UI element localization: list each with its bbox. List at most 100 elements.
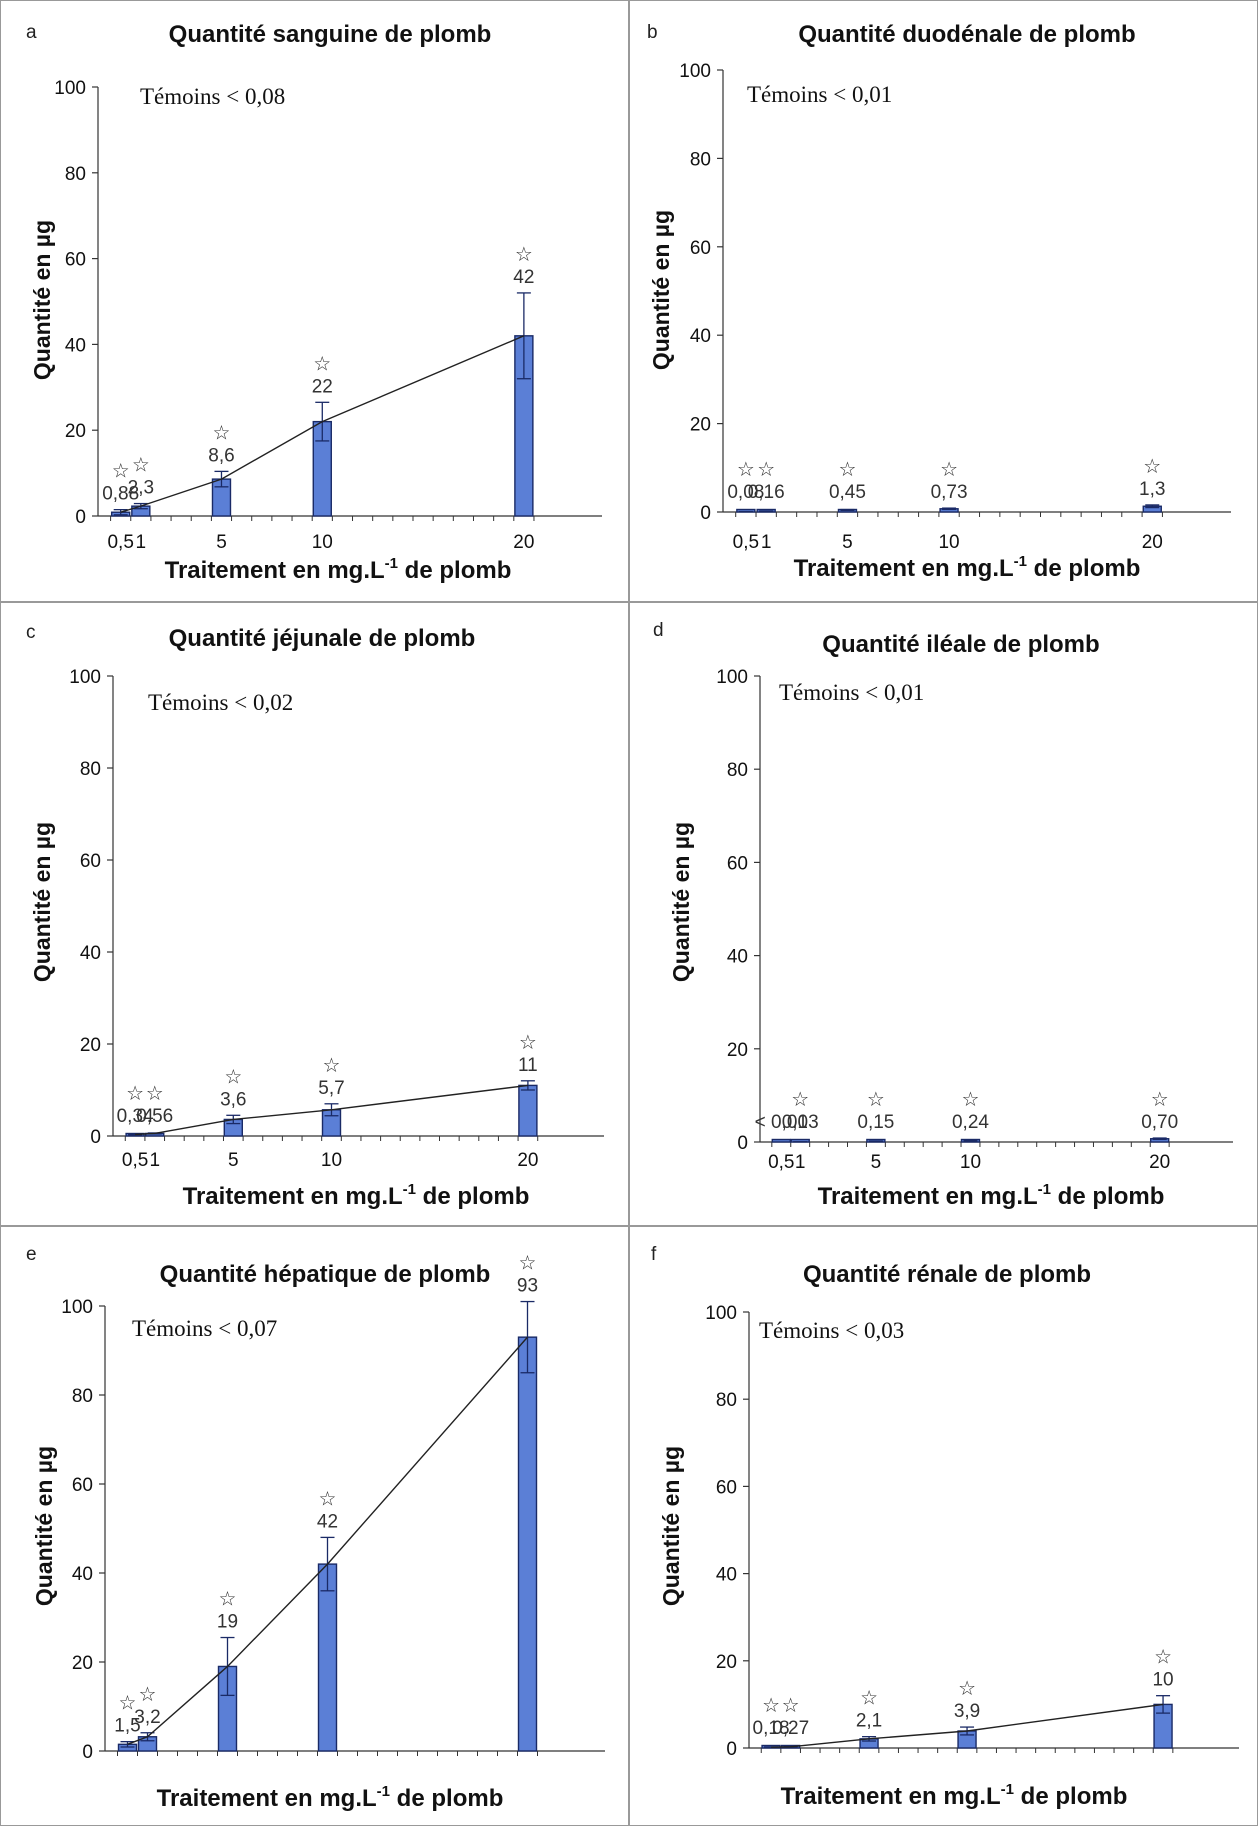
y-tick-label: 20: [727, 1040, 748, 1061]
data-label: 93: [517, 1276, 538, 1297]
panel-f-chart: f Quantité rénale de plomb Quantité en µg T…: [629, 1226, 1258, 1826]
y-tick-label: 0: [75, 507, 86, 528]
y-tick-label: 60: [690, 238, 711, 259]
chart-title: Quantité rénale de plomb: [803, 1261, 1091, 1288]
x-tick-label: 0,5: [122, 1150, 148, 1171]
data-label: 8,6: [208, 445, 234, 466]
panel-d-chart: d Quantité iléale de plomb Quantité en µg T…: [629, 602, 1258, 1226]
y-tick-label: 60: [716, 1477, 737, 1498]
panel-a-chart: a Quantité sanguine de plomb Quantité en µ…: [0, 0, 629, 602]
control-note: Témoins < 0,01: [779, 680, 924, 705]
panel-letter: d: [653, 620, 664, 641]
y-tick-label: 100: [54, 78, 86, 99]
y-tick-label: 60: [727, 853, 748, 874]
trend-line: [135, 1084, 528, 1136]
significance-star: ☆: [1154, 1645, 1172, 1669]
significance-star: ☆: [139, 1682, 157, 1706]
data-label: 10: [1152, 1670, 1173, 1691]
significance-star: ☆: [112, 459, 130, 483]
significance-star: ☆: [757, 457, 775, 481]
y-tick-label: 40: [80, 943, 101, 964]
panel-letter: b: [647, 22, 658, 43]
significance-star: ☆: [762, 1693, 780, 1717]
x-tick-label: 1: [761, 532, 772, 553]
panel-letter: a: [26, 22, 37, 43]
x-axis-label: Traitement en mg.L-1 de plomb: [165, 555, 512, 584]
bar: [317, 1563, 338, 1752]
x-tick-label: 5: [871, 1152, 882, 1173]
control-note: Témoins < 0,02: [148, 690, 293, 715]
y-tick-label: 20: [716, 1652, 737, 1673]
trend-line: [120, 335, 525, 513]
x-tick-label: 1: [136, 532, 147, 553]
y-tick-label: 40: [727, 947, 748, 968]
y-tick-label: 0: [737, 1133, 748, 1154]
y-tick-label: 0: [82, 1742, 93, 1763]
data-label: 0,18: [753, 1718, 790, 1739]
x-axis-label: Traitement en mg.L-1 de plomb: [157, 1783, 504, 1812]
chart-title: Quantité sanguine de plomb: [169, 21, 492, 48]
significance-star: ☆: [962, 1087, 980, 1111]
data-label: 2,1: [856, 1711, 882, 1732]
data-label: 3,9: [954, 1701, 980, 1722]
significance-star: ☆: [867, 1087, 885, 1111]
significance-star: ☆: [213, 420, 231, 444]
x-tick-label: 5: [228, 1150, 239, 1171]
data-label: 11: [518, 1055, 538, 1076]
data-label: 0,27: [772, 1718, 809, 1739]
data-label: < 0,01: [755, 1112, 808, 1133]
x-axis-label: Traitement en mg.L-1 de plomb: [781, 1781, 1128, 1810]
panel-e-chart: e Quantité hépatique de plomb Quantité en …: [0, 1226, 629, 1826]
x-tick-label: 0,5: [768, 1152, 794, 1173]
y-tick-label: 20: [690, 415, 711, 436]
data-label: 0,73: [931, 482, 968, 503]
y-tick-label: 80: [716, 1390, 737, 1411]
x-axis-label: Traitement en mg.L-1 de plomb: [183, 1181, 530, 1210]
significance-star: ☆: [126, 1081, 144, 1105]
x-tick-label: 20: [517, 1150, 538, 1171]
significance-star: ☆: [940, 457, 958, 481]
significance-star: ☆: [132, 453, 150, 477]
y-axis-label: Quantité en µg: [29, 220, 55, 380]
y-tick-label: 60: [72, 1475, 93, 1496]
x-tick-label: 1: [795, 1152, 806, 1173]
significance-star: ☆: [519, 1251, 537, 1275]
significance-star: ☆: [219, 1587, 237, 1611]
data-label: 3,6: [220, 1089, 246, 1110]
significance-star: ☆: [737, 457, 755, 481]
significance-star: ☆: [519, 1030, 537, 1054]
x-tick-label: 20: [1149, 1152, 1170, 1173]
y-tick-label: 80: [72, 1386, 93, 1407]
y-tick-label: 40: [716, 1565, 737, 1586]
y-tick-label: 60: [65, 250, 86, 271]
bar: [771, 1138, 791, 1143]
y-tick-label: 80: [727, 760, 748, 781]
panel-letter: f: [651, 1244, 657, 1265]
data-label: 0,15: [857, 1112, 894, 1133]
x-tick-label: 1: [149, 1150, 160, 1171]
chart-title: Quantité jéjunale de plomb: [169, 625, 476, 652]
y-tick-label: 20: [80, 1035, 101, 1056]
panel-c-chart: c Quantité jéjunale de plomb Quantité en µ…: [0, 602, 629, 1226]
data-label: 3,2: [134, 1707, 160, 1728]
x-tick-label: 0,5: [733, 532, 759, 553]
data-label: 0,08: [727, 482, 764, 503]
y-axis-label: Quantité en µg: [31, 1446, 57, 1606]
y-tick-label: 40: [690, 326, 711, 347]
control-note: Témoins < 0,07: [132, 1316, 277, 1341]
trend-line: [771, 1703, 1164, 1748]
y-axis-label: Quantité en µg: [668, 822, 694, 982]
y-tick-label: 80: [690, 149, 711, 170]
x-tick-label: 10: [938, 532, 959, 553]
significance-star: ☆: [119, 1691, 137, 1715]
y-tick-label: 0: [726, 1739, 737, 1760]
significance-star: ☆: [838, 457, 856, 481]
data-label: 0,88: [102, 484, 139, 505]
control-note: Témoins < 0,03: [759, 1318, 904, 1343]
data-label: 0,24: [952, 1112, 989, 1133]
y-tick-label: 100: [716, 667, 748, 688]
y-tick-label: 100: [705, 1303, 737, 1324]
panel-letter: e: [26, 1244, 37, 1265]
x-tick-label: 5: [842, 532, 853, 553]
